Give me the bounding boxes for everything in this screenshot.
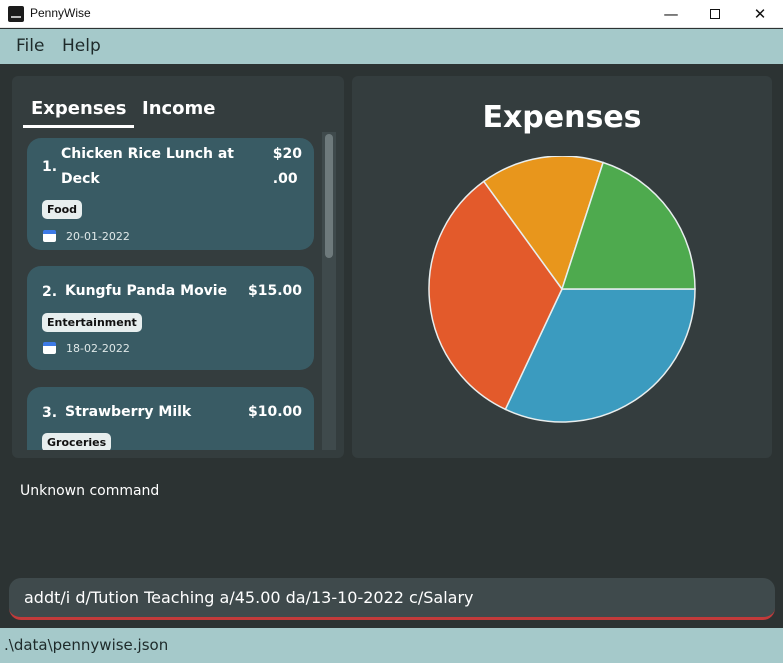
entry-title-line1: Chicken Rice Lunch at — [61, 146, 234, 162]
menu-help[interactable]: Help — [62, 36, 101, 56]
maximize-icon — [710, 9, 720, 19]
close-button[interactable]: ✕ — [737, 0, 783, 28]
chart-title: Expenses — [482, 100, 642, 135]
maximize-button[interactable] — [692, 0, 738, 28]
entry-amount: $10.00 — [247, 404, 302, 420]
category-tag: Food — [42, 200, 83, 219]
entry-index: 1. — [42, 159, 58, 175]
command-input[interactable] — [9, 578, 775, 620]
active-tab-indicator — [23, 125, 134, 128]
entry-list-panel: Expenses Income 1. Chicken Rice Lunch at… — [12, 76, 344, 458]
window-titlebar: PennyWise — ✕ — [0, 0, 783, 28]
tab-income[interactable]: Income — [142, 98, 216, 119]
entry-amount: $20 .00 — [273, 142, 302, 192]
close-icon: ✕ — [753, 5, 767, 23]
category-tag: Entertainment — [42, 313, 142, 332]
entry-index: 2. — [42, 284, 58, 300]
calendar-icon — [43, 342, 56, 354]
category-tag: Groceries — [42, 433, 112, 450]
entry-amount: $15.00 — [247, 283, 302, 299]
list-item[interactable]: 2. Kungfu Panda Movie $15.00 Entertainme… — [27, 266, 314, 370]
result-display: Unknown command — [20, 483, 160, 499]
save-location: .\data\pennywise.json — [4, 636, 169, 654]
window-title: PennyWise — [30, 6, 91, 20]
pie-slice-3 — [482, 156, 605, 291]
app-logo-icon — [8, 6, 24, 22]
pie-slice-4 — [560, 161, 696, 290]
entry-date: 20-01-2022 — [66, 230, 130, 243]
list-item[interactable]: 3. Strawberry Milk $10.00 Groceries — [27, 387, 314, 450]
status-bar: .\data\pennywise.json — [0, 628, 783, 663]
chart-panel: Expenses — [352, 76, 772, 458]
tab-expenses[interactable]: Expenses — [31, 98, 127, 119]
pie-slice-1 — [504, 288, 696, 423]
minimize-icon: — — [663, 5, 679, 23]
entry-list-scrollbar[interactable] — [322, 132, 336, 450]
pie-slice-2 — [428, 180, 563, 411]
entry-title: Chicken Rice Lunch at Deck — [61, 142, 234, 192]
entry-index: 3. — [42, 405, 58, 421]
minimize-button[interactable]: — — [648, 0, 694, 28]
list-item[interactable]: 1. Chicken Rice Lunch at Deck $20 .00 Fo… — [27, 138, 314, 250]
entry-title: Kungfu Panda Movie — [65, 283, 228, 299]
entry-amount-line1: $20 — [272, 146, 302, 162]
entry-title: Strawberry Milk — [65, 404, 192, 420]
menu-bar: File Help — [0, 29, 783, 64]
calendar-icon — [43, 230, 56, 242]
entry-list[interactable]: 1. Chicken Rice Lunch at Deck $20 .00 Fo… — [23, 132, 336, 450]
menu-file[interactable]: File — [16, 36, 45, 56]
expenses-pie-chart — [428, 156, 696, 423]
entry-date: 18-02-2022 — [66, 342, 130, 355]
entry-amount-line2: .00 — [272, 171, 298, 187]
entry-title-line2: Deck — [61, 171, 100, 187]
scrollbar-thumb[interactable] — [325, 134, 333, 258]
